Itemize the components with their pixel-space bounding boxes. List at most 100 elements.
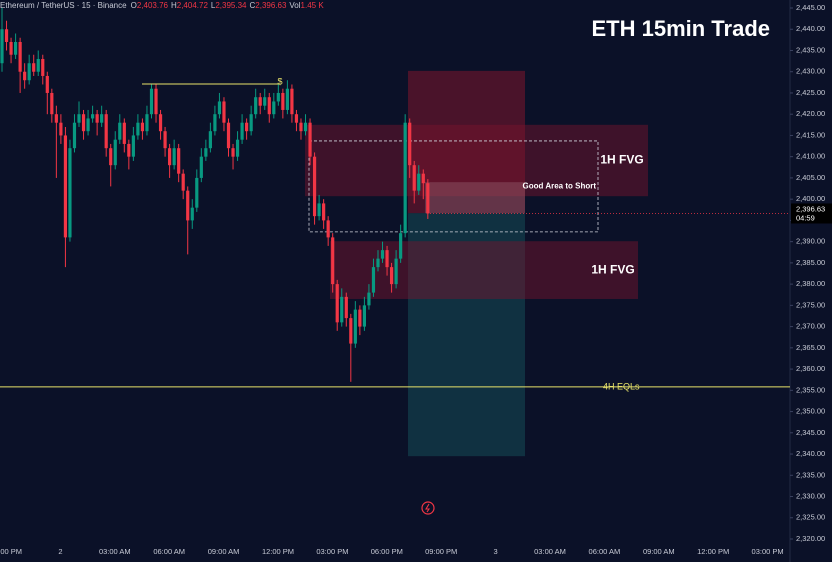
level-label: $ xyxy=(277,76,282,86)
y-tick-label: 2,385.00 xyxy=(796,258,825,267)
candle-body xyxy=(322,203,326,221)
candle-body xyxy=(331,237,335,285)
candle-body xyxy=(9,41,13,55)
y-tick-label: 2,325.00 xyxy=(796,513,825,522)
x-tick-label: 09:00 AM xyxy=(208,547,240,556)
candle-body xyxy=(285,88,289,110)
candle-body xyxy=(294,114,299,123)
y-tick-label: 2,380.00 xyxy=(796,279,825,288)
replay-icon[interactable] xyxy=(421,501,435,515)
candle-body xyxy=(154,88,158,115)
candle-body xyxy=(181,173,185,191)
x-tick-label: 09:00 PM xyxy=(0,547,22,556)
y-tick-label: 2,340.00 xyxy=(796,449,825,458)
candle-body xyxy=(208,131,212,149)
x-tick-label: 2 xyxy=(58,547,62,556)
candle-body xyxy=(195,177,199,208)
symbol: Ethereum / TetherUS · 15 · Binance xyxy=(0,1,127,10)
candle-body xyxy=(104,114,108,149)
candle-body xyxy=(81,114,86,132)
field-key: C xyxy=(249,1,256,10)
y-tick-label: 2,375.00 xyxy=(796,300,825,309)
candle-body xyxy=(36,58,40,72)
x-tick-label: 03:00 PM xyxy=(316,547,348,556)
candle-body xyxy=(63,135,68,238)
y-tick-label: 2,420.00 xyxy=(796,109,825,118)
candle-body xyxy=(380,250,385,259)
candle-body xyxy=(131,135,135,157)
candle-body xyxy=(54,114,58,123)
candle-body xyxy=(358,309,362,327)
y-tick-label: 2,430.00 xyxy=(796,67,825,76)
y-tick-label: 2,345.00 xyxy=(796,428,825,437)
candle-body xyxy=(317,203,321,217)
candle-body xyxy=(13,41,18,55)
symbol-header: Ethereum / TetherUS · 15 · Binance O2,403… xyxy=(0,0,327,12)
candle-body xyxy=(267,97,271,115)
candle-body xyxy=(240,122,244,140)
countdown: 04:59 xyxy=(796,213,815,222)
fvg-zone xyxy=(305,124,648,197)
chart-title: ETH 15min Trade xyxy=(591,16,770,41)
candle-body xyxy=(27,63,31,81)
candle-body xyxy=(408,122,412,166)
candle-body xyxy=(312,156,317,217)
candle-body xyxy=(412,165,416,191)
candle-body xyxy=(263,97,267,106)
field-value: 2,404.72 xyxy=(176,1,208,10)
candle-body xyxy=(45,75,49,93)
y-tick-label: 2,330.00 xyxy=(796,492,825,501)
x-tick-label: 03:00 AM xyxy=(534,547,566,556)
candle-body xyxy=(362,305,366,327)
field-key: L xyxy=(210,1,216,10)
candle-body xyxy=(245,122,249,132)
y-tick-label: 2,400.00 xyxy=(796,194,825,203)
candle-body xyxy=(417,173,421,191)
candle-body xyxy=(231,148,235,157)
candle-body xyxy=(272,101,276,115)
y-tick-label: 2,320.00 xyxy=(796,534,825,543)
candle-body xyxy=(303,122,308,132)
candle-body xyxy=(217,101,222,115)
y-tick-label: 2,405.00 xyxy=(796,173,825,182)
candle-body xyxy=(68,148,72,238)
y-tick-label: 2,440.00 xyxy=(796,24,825,33)
candle-body xyxy=(394,258,398,285)
y-tick-label: 2,370.00 xyxy=(796,322,825,331)
short-area-label: Good Area to Short xyxy=(523,181,597,190)
candle-body xyxy=(109,148,113,166)
fvg-label: 1H FVG xyxy=(591,262,634,276)
field-key: H xyxy=(170,1,177,10)
x-tick-label: 12:00 PM xyxy=(697,547,729,556)
candle-body xyxy=(186,190,190,221)
candle-body xyxy=(23,71,27,81)
candle-body xyxy=(226,122,231,149)
y-tick-label: 2,365.00 xyxy=(796,343,825,352)
candle-body xyxy=(249,114,253,132)
candle-body xyxy=(204,148,208,157)
candle-body xyxy=(344,296,348,319)
y-tick-label: 2,410.00 xyxy=(796,152,825,161)
candle-body xyxy=(41,58,45,76)
field-value: 1.45 K xyxy=(300,1,324,10)
field-value: 2,395.34 xyxy=(215,1,247,10)
candle-body xyxy=(127,143,131,157)
candle-body xyxy=(59,122,63,136)
candle-body xyxy=(158,114,163,132)
candle-body xyxy=(95,114,99,123)
y-tick-label: 2,360.00 xyxy=(796,364,825,373)
field-key: O xyxy=(130,1,137,10)
y-tick-label: 2,355.00 xyxy=(796,385,825,394)
drawing-layer: 1H FVG 1H FVG Good Area to Short $4H EQLs xyxy=(0,8,790,457)
x-tick-label: 09:00 AM xyxy=(643,547,675,556)
candle-body xyxy=(145,114,149,132)
candle-body xyxy=(136,122,140,136)
fvg-label: 1H FVG xyxy=(600,153,643,167)
y-tick-label: 2,445.00 xyxy=(796,3,825,12)
target-zone xyxy=(408,213,525,457)
candle-body xyxy=(4,29,9,42)
y-tick-label: 2,425.00 xyxy=(796,88,825,97)
candle-body xyxy=(421,173,425,184)
candle-body xyxy=(335,284,339,323)
